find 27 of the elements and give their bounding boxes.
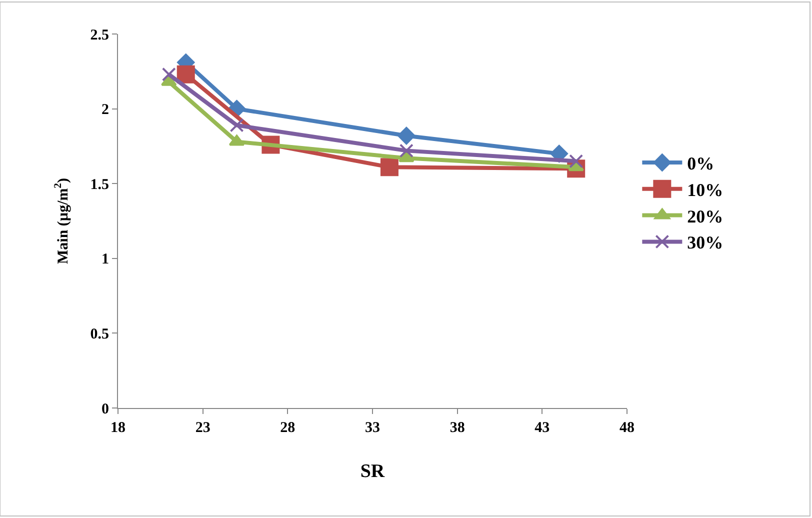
x-tick-label: 43 bbox=[534, 420, 550, 436]
x-tick-label: 38 bbox=[450, 420, 465, 436]
point bbox=[398, 126, 416, 145]
point bbox=[380, 158, 398, 176]
point bbox=[230, 118, 244, 132]
point bbox=[399, 144, 414, 158]
y-tick-label: 0 bbox=[102, 401, 109, 418]
legend-label: 10% bbox=[687, 180, 724, 200]
point bbox=[162, 67, 176, 82]
x-tick-label: 28 bbox=[280, 420, 296, 436]
legend-label: 20% bbox=[687, 206, 724, 226]
legend-label: 0% bbox=[687, 154, 714, 174]
point bbox=[569, 154, 584, 168]
x-tick-label: 23 bbox=[195, 420, 210, 436]
y-tick-label: 1 bbox=[102, 252, 109, 268]
x-axis-title: SR bbox=[360, 460, 385, 482]
y-tick-label: 1.5 bbox=[90, 176, 109, 193]
y-tick-label: 2.5 bbox=[90, 27, 109, 44]
x-tick-label: 48 bbox=[620, 420, 634, 436]
x-tick-label: 33 bbox=[365, 420, 380, 436]
point bbox=[398, 151, 414, 162]
point bbox=[176, 65, 195, 84]
point bbox=[550, 144, 568, 162]
y-tick-label: 0.5 bbox=[90, 326, 109, 342]
y-tick-label: 2 bbox=[102, 102, 109, 118]
legend-label: 30% bbox=[687, 232, 724, 253]
x-tick-label: 18 bbox=[110, 420, 126, 436]
